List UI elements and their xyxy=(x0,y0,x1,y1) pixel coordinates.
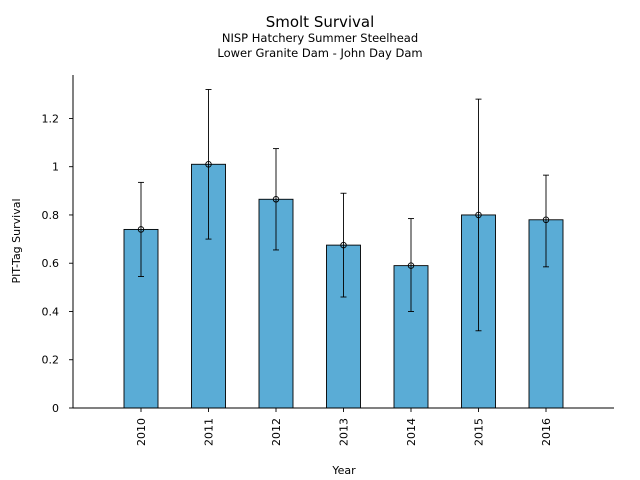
y-tick-label: 0.6 xyxy=(42,257,60,270)
x-tick-label-2016: 2016 xyxy=(540,418,553,446)
point-2016 xyxy=(542,216,550,224)
x-tick-label-2012: 2012 xyxy=(270,418,283,446)
chart-title: Smolt Survival xyxy=(265,13,375,31)
y-axis-label: PIT-Tag Survival xyxy=(10,198,23,283)
y-tick-label: 0 xyxy=(52,402,59,415)
x-tick-label-2010: 2010 xyxy=(135,418,148,446)
y-tick-label: 1 xyxy=(52,161,59,174)
y-tick-label: 0.4 xyxy=(42,305,60,318)
point-2015 xyxy=(475,211,482,219)
x-tick-label-2014: 2014 xyxy=(405,418,418,446)
point-2011 xyxy=(205,161,212,168)
y-tick-label: 1.2 xyxy=(42,112,60,125)
x-axis-label: Year xyxy=(331,464,356,477)
point-2013 xyxy=(340,241,347,249)
x-tick-label-2011: 2011 xyxy=(203,418,216,446)
y-tick-label: 0.8 xyxy=(42,209,60,222)
y-tick-label: 0.2 xyxy=(42,354,60,367)
point-2014 xyxy=(407,262,415,269)
chart-subtitle-line-1: NISP Hatchery Summer Steelhead xyxy=(221,31,419,45)
point-2010 xyxy=(137,226,145,233)
x-tick-label-2013: 2013 xyxy=(338,418,351,446)
chart-subtitle-line-2: Lower Granite Dam - John Day Dam xyxy=(217,46,423,60)
point-2012 xyxy=(272,196,280,203)
x-tick-label-2015: 2015 xyxy=(473,418,486,446)
